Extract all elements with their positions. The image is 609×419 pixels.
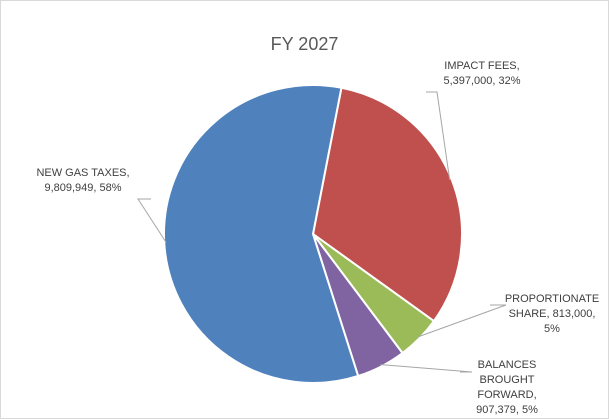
chart-title: FY 2027 xyxy=(270,34,339,54)
leader-line xyxy=(426,91,451,180)
leader-line xyxy=(137,198,167,243)
pie-slice-impact-fees xyxy=(311,86,463,323)
leader-line xyxy=(417,304,507,338)
leader-line xyxy=(380,364,473,373)
data-label: NEW GAS TAXES, 9,809,949, 58% xyxy=(36,167,129,194)
data-label: BALANCES BROUGHT FORWARD, 907,379, 5% xyxy=(476,359,538,416)
data-label: IMPACT FEES, 5,397,000, 32% xyxy=(443,60,520,87)
data-label: PROPORTIONATE SHARE, 813,000, 5% xyxy=(505,293,599,335)
pie-slice-new-gas-taxes xyxy=(163,84,360,384)
